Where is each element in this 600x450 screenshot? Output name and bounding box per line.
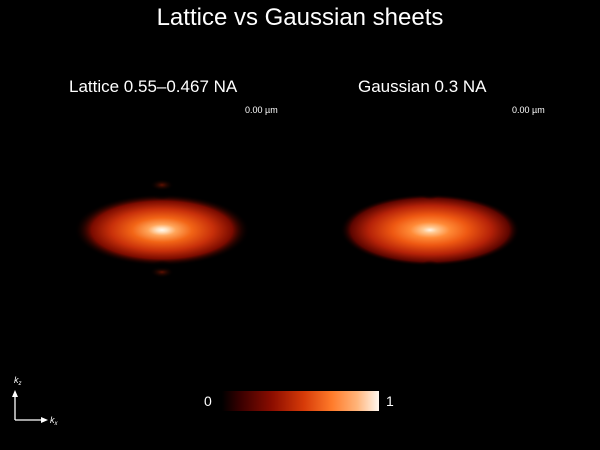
gaussian-panel-title: Gaussian 0.3 NA [358,77,487,96]
horizontal-arrowhead-icon [41,417,48,423]
gaussian-psf [340,188,520,272]
colorbar-min-label: 0 [204,393,212,409]
lattice-psf [74,179,250,278]
lattice-panel-title: Lattice 0.55–0.467 NA [69,77,238,96]
vertical-arrowhead-icon [12,390,18,397]
gaussian-depth-label: 0.00 µm [512,105,545,115]
colorbar [222,391,379,411]
vertical-axis-label: kz [14,375,22,387]
lattice-depth-label: 0.00 µm [245,105,278,115]
figure-title: Lattice vs Gaussian sheets [156,4,444,31]
horizontal-axis-label: kx [50,415,59,427]
colorbar-max-label: 1 [386,393,394,409]
